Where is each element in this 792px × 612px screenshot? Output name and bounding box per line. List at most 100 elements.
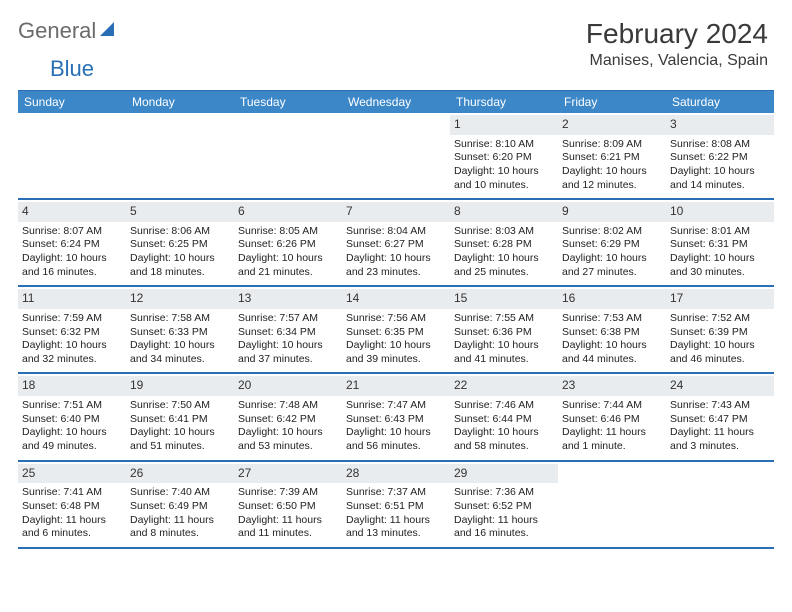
day-number: 20 — [234, 376, 342, 396]
daylight-text: Daylight: 10 hours and 34 minutes. — [130, 339, 230, 366]
day-number: 13 — [234, 289, 342, 309]
calendar-cell: 18 Sunrise: 7:51 AMSunset: 6:40 PMDayligh… — [18, 374, 126, 459]
calendar-cell — [18, 113, 126, 198]
calendar-cell — [342, 113, 450, 198]
sunrise-text: Sunrise: 7:39 AM — [238, 486, 338, 500]
daylight-text: Daylight: 10 hours and 10 minutes. — [454, 165, 554, 192]
daylight-text: Daylight: 10 hours and 56 minutes. — [346, 426, 446, 453]
logo-triangle-icon — [100, 22, 114, 36]
daylight-text: Daylight: 10 hours and 49 minutes. — [22, 426, 122, 453]
sunrise-text: Sunrise: 7:40 AM — [130, 486, 230, 500]
brand-part2: Blue — [50, 56, 94, 81]
sunrise-text: Sunrise: 7:43 AM — [670, 399, 770, 413]
calendar-cell: 14 Sunrise: 7:56 AMSunset: 6:35 PMDayligh… — [342, 287, 450, 372]
daylight-text: Daylight: 11 hours and 3 minutes. — [670, 426, 770, 453]
sunset-text: Sunset: 6:52 PM — [454, 500, 554, 514]
day-number: 21 — [342, 376, 450, 396]
calendar-cell: 9Sunrise: 8:02 AMSunset: 6:29 PMDaylight… — [558, 200, 666, 285]
sunset-text: Sunset: 6:48 PM — [22, 500, 122, 514]
dow-thursday: Thursday — [450, 91, 558, 113]
dow-header-row: Sunday Monday Tuesday Wednesday Thursday… — [18, 91, 774, 113]
daylight-text: Daylight: 10 hours and 46 minutes. — [670, 339, 770, 366]
sunrise-text: Sunrise: 8:10 AM — [454, 138, 554, 152]
calendar-week: 4 Sunrise: 8:07 AMSunset: 6:24 PM Daylight… — [18, 200, 774, 287]
sunset-text: Sunset: 6:47 PM — [670, 413, 770, 427]
sunset-text: Sunset: 6:46 PM — [562, 413, 662, 427]
calendar-cell: 1Sunrise: 8:10 AMSunset: 6:20 PMDaylight… — [450, 113, 558, 198]
location-label: Manises, Valencia, Spain — [586, 52, 768, 70]
sunrise-text: Sunrise: 7:47 AM — [346, 399, 446, 413]
sunrise-text: Sunrise: 7:37 AM — [346, 486, 446, 500]
day-number: 25 — [18, 464, 126, 484]
sunrise-text: Sunrise: 8:02 AM — [562, 225, 662, 239]
sunset-text: Sunset: 6:24 PM — [22, 238, 122, 252]
day-number: 17 — [666, 289, 774, 309]
sunset-text: Sunset: 6:39 PM — [670, 326, 770, 340]
calendar-cell: 28Sunrise: 7:37 AMSunset: 6:51 PMDayligh… — [342, 462, 450, 547]
sunrise-text: Sunrise: 7:41 AM — [22, 486, 122, 500]
daylight-text: Daylight: 10 hours and 53 minutes. — [238, 426, 338, 453]
day-number: 14 — [342, 289, 450, 309]
calendar-cell: 25Sunrise: 7:41 AMSunset: 6:48 PMDayligh… — [18, 462, 126, 547]
calendar-cell: 24Sunrise: 7:43 AMSunset: 6:47 PMDayligh… — [666, 374, 774, 459]
sunset-text: Sunset: 6:49 PM — [130, 500, 230, 514]
sunset-text: Sunset: 6:42 PM — [238, 413, 338, 427]
dow-sunday: Sunday — [18, 91, 126, 113]
day-number: 8 — [450, 202, 558, 222]
daylight-text: Daylight: 10 hours and 44 minutes. — [562, 339, 662, 366]
sunrise-text: Sunrise: 7:55 AM — [454, 312, 554, 326]
day-number: 15 — [450, 289, 558, 309]
daylight-text: Daylight: 10 hours and 41 minutes. — [454, 339, 554, 366]
calendar-cell: 4Sunrise: 8:07 AMSunset: 6:24 PMDaylight… — [18, 200, 126, 285]
sunset-text: Sunset: 6:41 PM — [130, 413, 230, 427]
sunrise-text: Sunrise: 7:56 AM — [346, 312, 446, 326]
calendar-cell: 15Sunrise: 7:55 AMSunset: 6:36 PMDayligh… — [450, 287, 558, 372]
dow-wednesday: Wednesday — [342, 91, 450, 113]
calendar-cell: 21Sunrise: 7:47 AMSunset: 6:43 PMDayligh… — [342, 374, 450, 459]
calendar-body: 1Sunrise: 8:10 AMSunset: 6:20 PMDaylight… — [18, 113, 774, 549]
day-number: 4 — [18, 202, 126, 222]
sunrise-text: Sunrise: 8:07 AM — [22, 225, 122, 239]
calendar-cell: 19Sunrise: 7:50 AMSunset: 6:41 PMDayligh… — [126, 374, 234, 459]
day-number: 29 — [450, 464, 558, 484]
daylight-text: Daylight: 10 hours and 18 minutes. — [130, 252, 230, 279]
day-number: 7 — [342, 202, 450, 222]
calendar-week: 1Sunrise: 8:10 AMSunset: 6:20 PMDaylight… — [18, 113, 774, 200]
sunrise-text: Sunrise: 7:57 AM — [238, 312, 338, 326]
calendar-week: 18Sunrise: 7:51 AMSunset: 6:40 PMDayligh… — [18, 374, 774, 461]
sunrise-text: Sunrise: 8:09 AM — [562, 138, 662, 152]
brand-logo: General — [18, 18, 116, 44]
daylight-text: Daylight: 10 hours and 39 minutes. — [346, 339, 446, 366]
sunset-text: Sunset: 6:35 PM — [346, 326, 446, 340]
calendar-cell — [126, 113, 234, 198]
day-number: 3 — [666, 115, 774, 135]
day-number: 5 — [126, 202, 234, 222]
day-number: 6 — [234, 202, 342, 222]
day-number: 18 — [18, 376, 126, 396]
calendar-cell: 12Sunrise: 7:58 AMSunset: 6:33 PMDayligh… — [126, 287, 234, 372]
sunrise-text: Sunrise: 8:01 AM — [670, 225, 770, 239]
sunset-text: Sunset: 6:26 PM — [238, 238, 338, 252]
sunset-text: Sunset: 6:40 PM — [22, 413, 122, 427]
calendar-cell: 23Sunrise: 7:44 AMSunset: 6:46 PMDayligh… — [558, 374, 666, 459]
sunrise-text: Sunrise: 8:05 AM — [238, 225, 338, 239]
calendar-week: 11Sunrise: 7:59 AMSunset: 6:32 PMDayligh… — [18, 287, 774, 374]
calendar-cell: 16Sunrise: 7:53 AMSunset: 6:38 PMDayligh… — [558, 287, 666, 372]
calendar-cell: 8Sunrise: 8:03 AMSunset: 6:28 PMDaylight… — [450, 200, 558, 285]
sunset-text: Sunset: 6:22 PM — [670, 151, 770, 165]
sunrise-text: Sunrise: 8:04 AM — [346, 225, 446, 239]
day-number: 22 — [450, 376, 558, 396]
dow-friday: Friday — [558, 91, 666, 113]
calendar-cell: 22Sunrise: 7:46 AMSunset: 6:44 PMDayligh… — [450, 374, 558, 459]
sunset-text: Sunset: 6:51 PM — [346, 500, 446, 514]
sunrise-text: Sunrise: 7:51 AM — [22, 399, 122, 413]
daylight-text: Daylight: 10 hours and 12 minutes. — [562, 165, 662, 192]
sunrise-text: Sunrise: 7:48 AM — [238, 399, 338, 413]
day-number: 28 — [342, 464, 450, 484]
sunset-text: Sunset: 6:27 PM — [346, 238, 446, 252]
daylight-text: Daylight: 10 hours and 51 minutes. — [130, 426, 230, 453]
sunrise-text: Sunrise: 7:53 AM — [562, 312, 662, 326]
calendar-cell: 2Sunrise: 8:09 AMSunset: 6:21 PMDaylight… — [558, 113, 666, 198]
sunset-text: Sunset: 6:31 PM — [670, 238, 770, 252]
day-number: 9 — [558, 202, 666, 222]
